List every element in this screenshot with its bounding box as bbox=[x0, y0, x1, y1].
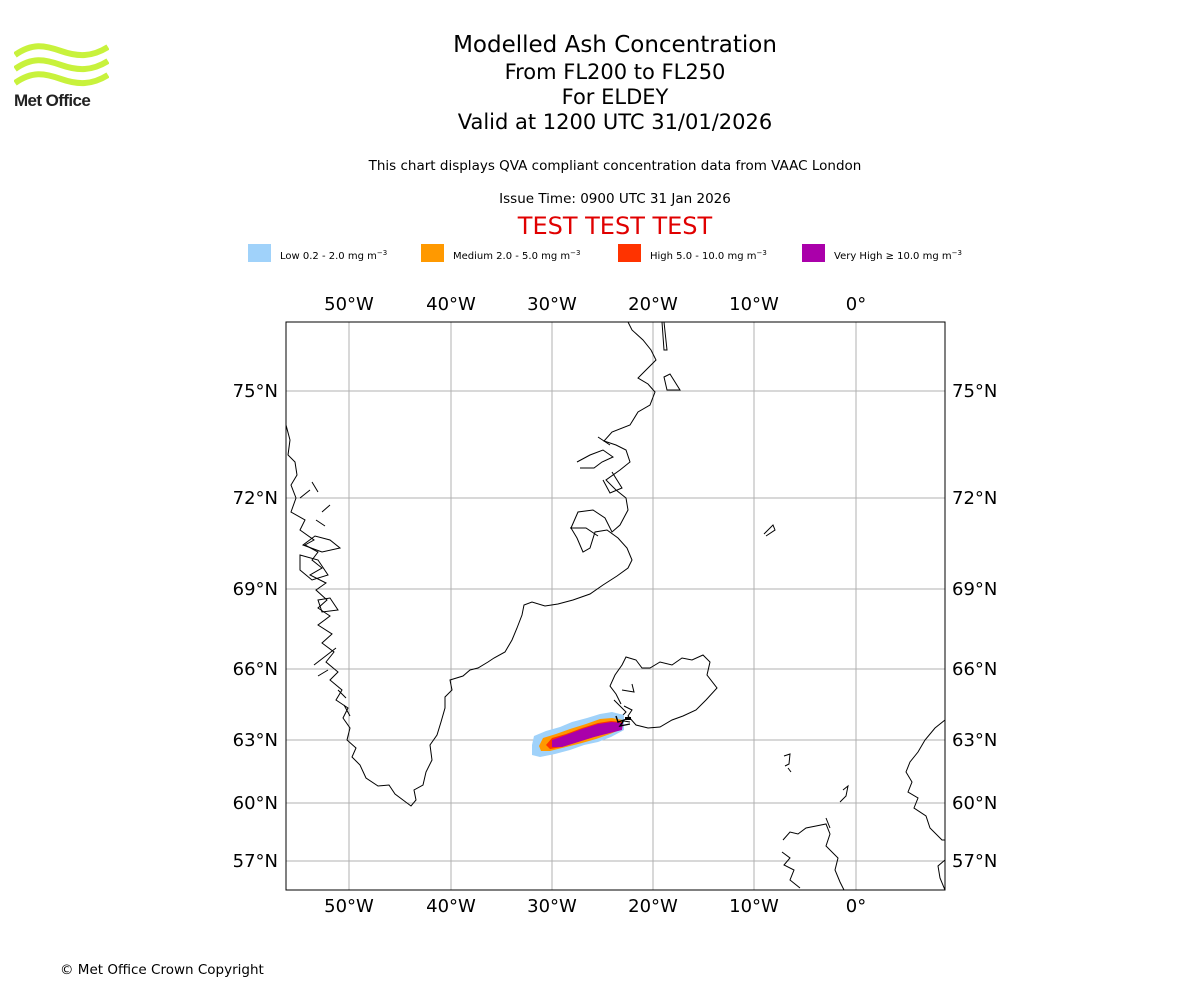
lat-label-left: 60°N bbox=[233, 793, 278, 814]
lat-label-left: 63°N bbox=[233, 730, 278, 751]
legend-label-medium: Medium 2.0 - 5.0 mg m bbox=[453, 251, 571, 262]
legend-label-high: High 5.0 - 10.0 mg m bbox=[650, 251, 757, 262]
lat-label-left: 57°N bbox=[233, 851, 278, 872]
lon-label-top: 20°W bbox=[628, 294, 678, 315]
ash-plume-very-high bbox=[552, 722, 623, 747]
region-name: For ELDEY bbox=[561, 85, 669, 109]
chart-title: Modelled Ash Concentration bbox=[453, 32, 777, 58]
lon-label-top: 10°W bbox=[729, 294, 779, 315]
map-gridlines bbox=[286, 322, 945, 890]
lon-label-bottom: 20°W bbox=[628, 896, 678, 917]
legend-unit-exponent: −3 bbox=[756, 249, 767, 257]
legend-item-very-high: Very High ≥ 10.0 mg m−3 bbox=[802, 244, 962, 266]
test-banner: TEST TEST TEST bbox=[517, 212, 713, 240]
lat-label-right: 66°N bbox=[952, 659, 997, 680]
lon-label-bottom: 30°W bbox=[527, 896, 577, 917]
legend-unit-exponent: −3 bbox=[951, 249, 962, 257]
lon-label-bottom: 50°W bbox=[324, 896, 374, 917]
legend-item-high: High 5.0 - 10.0 mg m−3 bbox=[618, 244, 767, 266]
coastline-shetland bbox=[825, 784, 849, 829]
lon-label-top: 30°W bbox=[527, 294, 577, 315]
lon-label-bottom: 40°W bbox=[426, 896, 476, 917]
legend-swatch-low bbox=[248, 244, 271, 262]
lon-label-bottom: 0° bbox=[846, 896, 866, 917]
legend-swatch-very-high bbox=[802, 244, 825, 262]
legend-unit-exponent: −3 bbox=[376, 249, 388, 257]
volcano-marker-icon bbox=[615, 715, 631, 728]
legend-label-very-high: Very High ≥ 10.0 mg m bbox=[834, 251, 952, 262]
lat-label-right: 75°N bbox=[952, 381, 997, 402]
lat-label-left: 72°N bbox=[233, 488, 278, 509]
legend-swatch-high bbox=[618, 244, 641, 262]
map-frame bbox=[285, 321, 946, 891]
met-office-logo-icon bbox=[14, 43, 109, 87]
lat-label-left: 69°N bbox=[233, 579, 278, 600]
coastline-faroes bbox=[783, 753, 792, 773]
coastlines bbox=[286, 322, 945, 890]
coastline-jan-mayen bbox=[763, 524, 776, 537]
lon-label-top: 0° bbox=[846, 294, 866, 315]
logo-text: Met Office bbox=[14, 91, 91, 110]
disclaimer-text: This chart displays QVA compliant concen… bbox=[368, 158, 862, 174]
lon-label-top: 40°W bbox=[426, 294, 476, 315]
flight-level-range: From FL200 to FL250 bbox=[504, 60, 726, 84]
lat-label-right: 57°N bbox=[952, 851, 997, 872]
copyright-text: © Met Office Crown Copyright bbox=[60, 962, 264, 978]
lat-label-left: 66°N bbox=[233, 659, 278, 680]
coastline-iceland bbox=[609, 654, 718, 729]
coastline-scotland bbox=[781, 823, 845, 890]
lon-label-bottom: 10°W bbox=[729, 896, 779, 917]
legend-item-medium: Medium 2.0 - 5.0 mg m−3 bbox=[421, 244, 580, 266]
coastline-greenland-fjords bbox=[299, 322, 681, 717]
valid-time: Valid at 1200 UTC 31/01/2026 bbox=[457, 110, 773, 134]
ash-plume bbox=[532, 712, 624, 757]
coastline-greenland bbox=[286, 322, 657, 807]
lat-label-right: 63°N bbox=[952, 730, 997, 751]
lat-label-left: 75°N bbox=[233, 381, 278, 402]
coastline-norway bbox=[905, 719, 945, 890]
issue-time: Issue Time: 0900 UTC 31 Jan 2026 bbox=[499, 191, 731, 207]
map-axis-labels: 50°W 40°W 30°W 20°W 10°W 0° 50°W 40°W 30… bbox=[233, 294, 998, 917]
lon-label-top: 50°W bbox=[324, 294, 374, 315]
lat-label-right: 60°N bbox=[952, 793, 997, 814]
lat-label-right: 69°N bbox=[952, 579, 997, 600]
legend-unit-exponent: −3 bbox=[570, 249, 581, 257]
legend-label-low: Low 0.2 - 2.0 mg m bbox=[280, 251, 377, 262]
chart-header: Modelled Ash Concentration From FL200 to… bbox=[315, 30, 915, 135]
legend-swatch-medium bbox=[421, 244, 444, 262]
legend-item-low: Low 0.2 - 2.0 mg m−3 bbox=[248, 244, 387, 266]
lat-label-right: 72°N bbox=[952, 488, 997, 509]
